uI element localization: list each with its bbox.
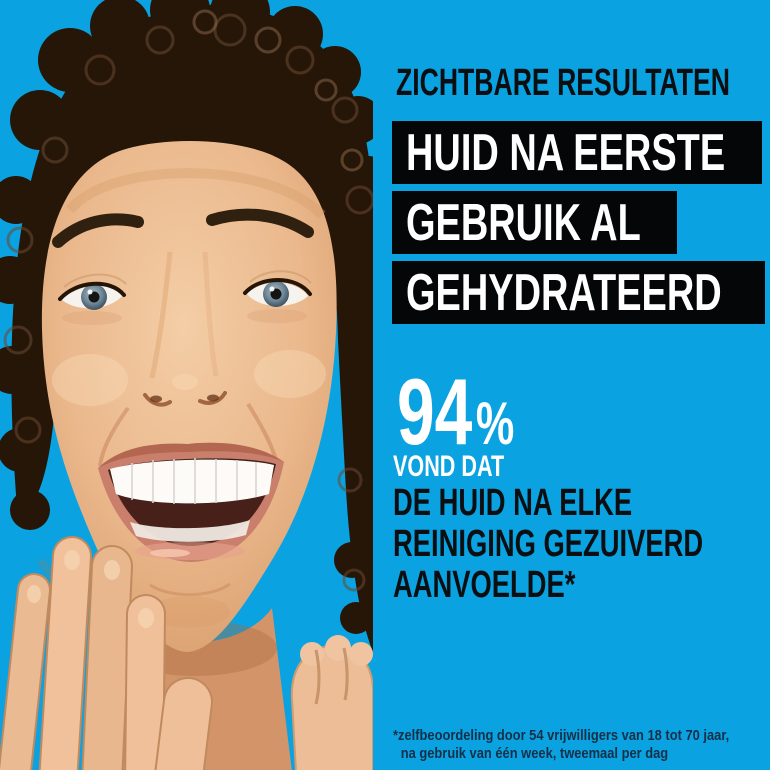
banner-line-text: GEHYDRATEERD <box>406 263 722 322</box>
claim-line: REINIGING GEZUIVERD <box>393 523 704 565</box>
claim-line: DE HUID NA ELKE <box>393 482 633 524</box>
headline-banner: HUID NA EERSTE GEBRUIK AL GEHYDRATEERD <box>392 121 765 324</box>
stat-94-percent: 94 % <box>397 359 515 464</box>
woman-portrait-photo <box>0 0 373 770</box>
smiling-woman-illustration <box>0 0 373 770</box>
banner-line-text: GEBRUIK AL <box>406 193 641 252</box>
footnote-line: *zelfbeoordeling door 54 vrijwilligers v… <box>393 727 730 744</box>
banner-line: GEHYDRATEERD <box>392 261 765 324</box>
stat-percent-sign: % <box>475 390 515 457</box>
stat-value: 94 <box>397 359 473 464</box>
claim-line: AANVOELDE* <box>393 564 576 606</box>
banner-line: HUID NA EERSTE <box>392 121 762 184</box>
footnote: *zelfbeoordeling door 54 vrijwilligers v… <box>393 727 770 762</box>
banner-line: GEBRUIK AL <box>392 191 677 254</box>
ad-copy-panel: ZICHTBARE RESULTATEN HUID NA EERSTE GEBR… <box>392 0 770 770</box>
banner-line-text: HUID NA EERSTE <box>406 123 726 182</box>
claim-text: DE HUID NA ELKE REINIGING GEZUIVERD AANV… <box>393 483 770 606</box>
footnote-line: na gebruik van één week, tweemaal per da… <box>400 744 669 762</box>
results-heading: ZICHTBARE RESULTATEN <box>396 62 730 104</box>
stat-subline: VOND DAT <box>393 450 505 483</box>
